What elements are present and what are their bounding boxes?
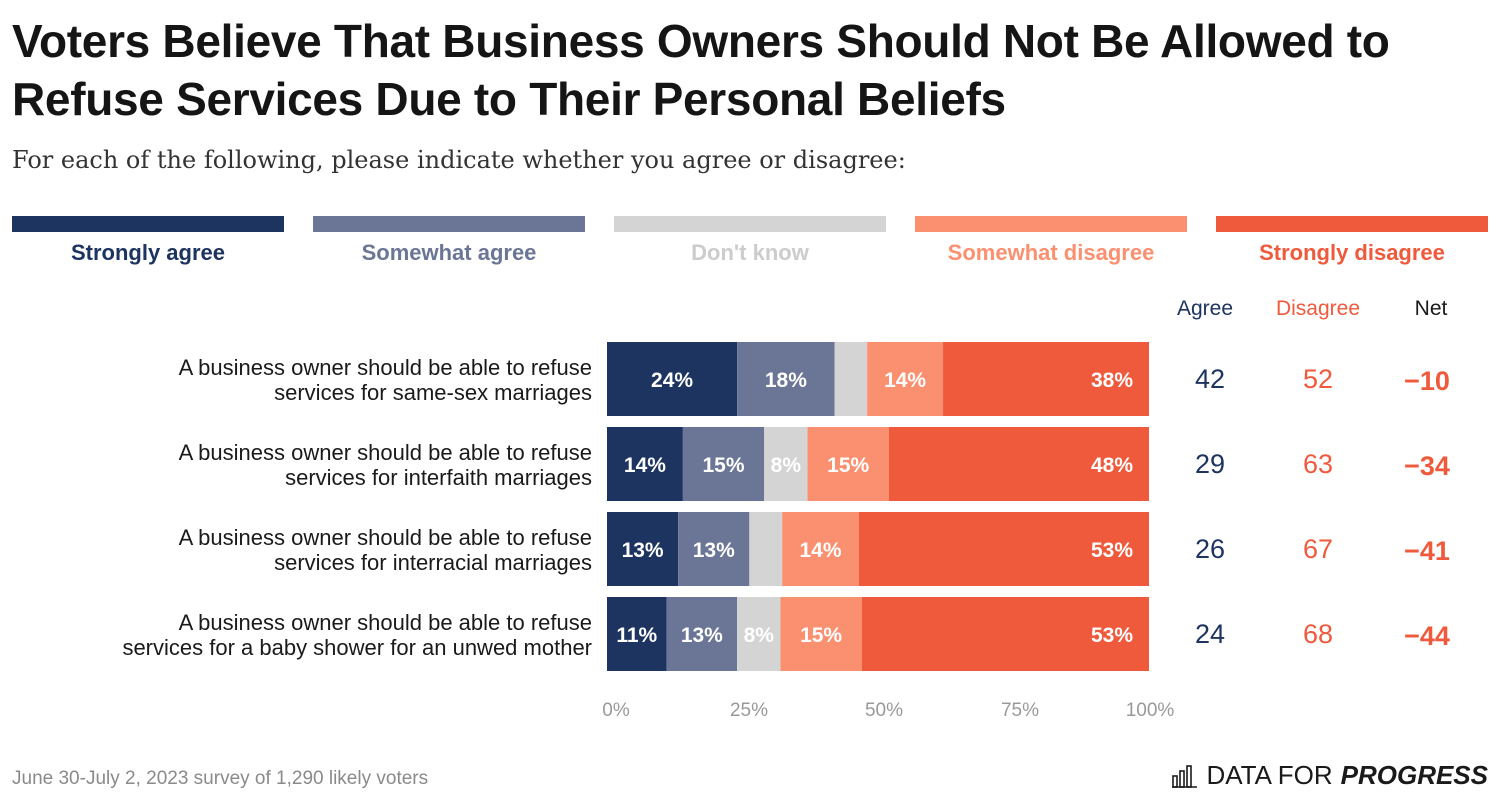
row-label-line: A business owner should be able to refus… [178,525,592,550]
disagree-value: 68 [1302,619,1334,649]
brand-logo: DATA FOR PROGRESS [1172,760,1488,791]
bar-segment-somewhat-agree [666,597,738,671]
bar-segment-strongly-disagree [943,342,1149,416]
bar-segment-strongly-disagree [888,427,1149,501]
legend: Strongly agree Somewhat agree Don't know… [0,216,1500,276]
net-value: −34 [1404,451,1450,481]
legend-swatch [1216,216,1488,232]
bar-value-label: 15% [800,624,842,647]
disagree-value: 63 [1302,449,1334,479]
bar-value-label: 24% [651,369,693,392]
legend-item-somewhat-agree: Somewhat agree [313,216,585,266]
legend-label: Somewhat disagree [947,240,1155,265]
legend-swatch [915,216,1187,232]
bar-segment-dont-know [737,597,781,671]
x-tick-label: 25% [729,700,769,721]
bar-value-label: 15% [827,454,869,477]
bar-segment-strongly-disagree [858,512,1149,586]
row-label-line: A business owner should be able to refus… [178,355,592,380]
legend-label: Strongly disagree [1259,240,1445,265]
disagree-value: 52 [1302,364,1334,394]
net-value: −41 [1404,536,1450,566]
bar-value-label: 53% [1091,624,1133,647]
column-header-agree: Agree [1176,297,1234,320]
bar-value-label: 18% [765,369,807,392]
column-header-disagree: Disagree [1275,297,1361,320]
bar-segment-somewhat-agree [678,512,750,586]
bar-chart-icon [1172,764,1198,788]
legend-item-strongly-agree: Strongly agree [12,216,284,266]
brand-name: PROGRESS [1340,760,1488,790]
bar-value-label: 38% [1091,369,1133,392]
bar-segment-somewhat-agree [682,427,765,501]
legend-label: Don't know [691,240,809,265]
bar-segment-dont-know [749,512,783,586]
legend-swatch [12,216,284,232]
bar-segment-strongly-agree [607,512,679,586]
bar-value-label: 14% [799,539,841,562]
legend-swatch [614,216,886,232]
survey-footnote: June 30-July 2, 2023 survey of 1,290 lik… [12,768,429,789]
row-label-line: services for interracial marriages [274,550,592,575]
row-label-line: services for same-sex marriages [274,380,592,405]
bar-value-label: 14% [884,369,926,392]
bar-segment-strongly-agree [607,597,667,671]
legend-item-strongly-disagree: Strongly disagree [1216,216,1488,266]
legend-label: Somewhat agree [361,240,537,265]
chart-title: Voters Believe That Business Owners Shou… [12,15,1390,125]
bar-segment-somewhat-disagree [782,512,859,586]
x-tick-label: 50% [864,700,904,721]
net-value: −10 [1404,366,1450,396]
bar-segment-dont-know [764,427,808,501]
bar-segment-somewhat-disagree [867,342,944,416]
x-tick-label: 0% [602,700,630,721]
row-label-line: services for a baby shower for an unwed … [122,635,592,660]
legend-item-somewhat-disagree: Somewhat disagree [915,216,1187,266]
column-header-net: Net [1414,297,1448,320]
legend-swatch [313,216,585,232]
x-tick-label: 75% [1000,700,1040,721]
net-value: −44 [1404,621,1450,651]
bar-value-label: 11% [616,624,657,647]
bar-value-label: 14% [624,454,666,477]
row-label: A business owner should be able to refus… [0,355,592,405]
row-label: A business owner should be able to refus… [0,525,592,575]
bar-value-label: 53% [1091,539,1133,562]
chart-subtitle: For each of the following, please indica… [12,146,906,174]
bar-segment-strongly-agree [607,342,738,416]
agree-value: 24 [1194,619,1226,649]
row-label-line: A business owner should be able to refus… [178,440,592,465]
row-label-line: A business owner should be able to refus… [178,610,592,635]
disagree-value: 67 [1302,534,1334,564]
bar-value-label: 13% [693,539,735,562]
bar-segment-somewhat-agree [737,342,835,416]
legend-item-dont-know: Don't know [614,216,886,266]
row-label-line: services for interfaith marriages [285,465,592,490]
brand-prefix: DATA FOR [1206,760,1333,790]
bar-value-label: 8% [771,454,802,477]
bar-segment-somewhat-disagree [807,427,889,501]
row-label: A business owner should be able to refus… [0,610,592,660]
agree-value: 29 [1194,449,1226,479]
bar-segment-strongly-disagree [861,597,1149,671]
bar-segment-somewhat-disagree [780,597,862,671]
bar-value-label: 13% [681,624,723,647]
bar-value-label: 48% [1091,454,1133,477]
legend-label: Strongly agree [70,240,226,265]
bar-segment-dont-know [834,342,868,416]
bar-segment-strongly-agree [607,427,683,501]
agree-value: 42 [1194,364,1226,394]
bar-value-label: 13% [622,539,664,562]
x-tick-label: 100% [1125,700,1175,721]
row-label: A business owner should be able to refus… [0,440,592,490]
agree-value: 26 [1194,534,1226,564]
bar-value-label: 15% [703,454,745,477]
bar-value-label: 8% [744,624,775,647]
